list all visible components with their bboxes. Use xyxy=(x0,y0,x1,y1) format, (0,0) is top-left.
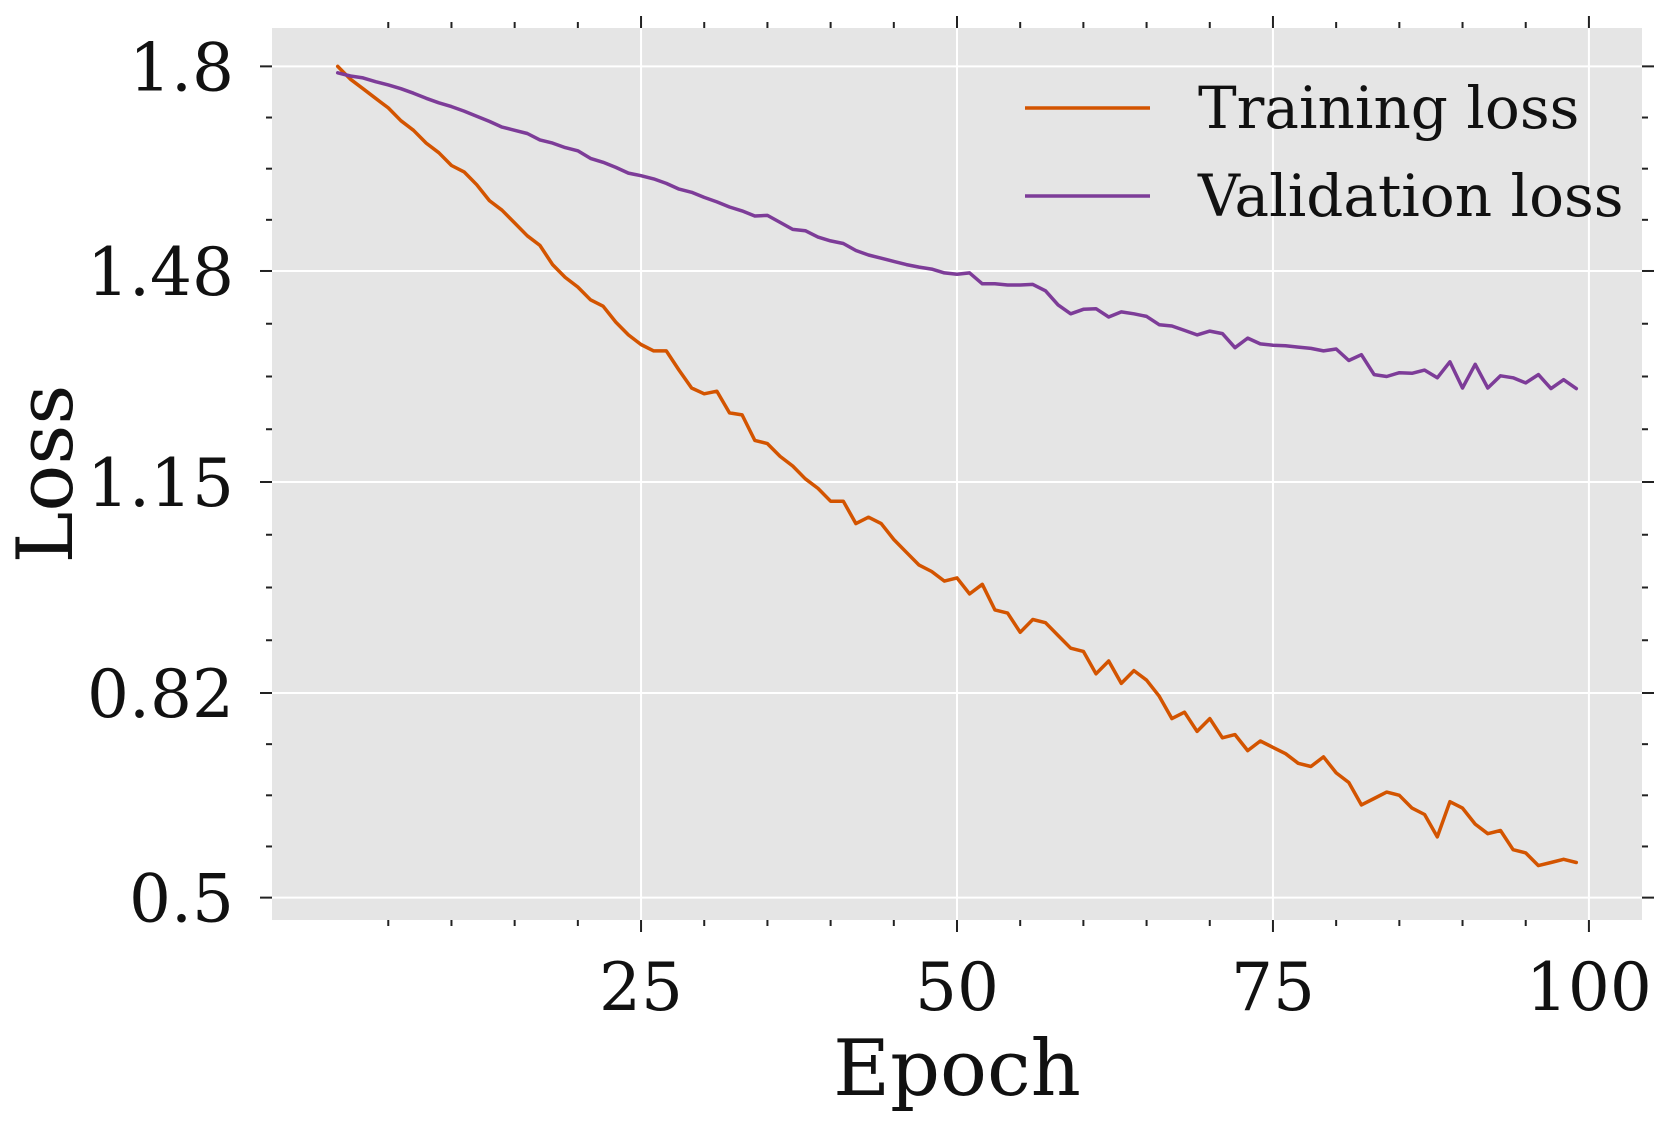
x-tick-label: 25 xyxy=(599,949,683,1026)
y-tick-label: 1.15 xyxy=(87,445,234,522)
legend-label: Training loss xyxy=(1198,74,1579,142)
series-lines xyxy=(335,64,1579,868)
series-line-training-loss xyxy=(335,64,1579,868)
y-tick-label: 1.48 xyxy=(87,234,234,311)
legend: Training loss Validation loss xyxy=(1025,74,1624,230)
x-tick-label: 50 xyxy=(915,949,999,1026)
y-tick-label: 0.5 xyxy=(129,861,234,938)
x-tick-label: 75 xyxy=(1231,949,1315,1026)
legend-label: Validation loss xyxy=(1197,162,1624,230)
tick-labels: 25 50 75 100 0.5 0.82 1.15 1.48 1.8 xyxy=(87,29,1652,1026)
y-tick-label: 1.8 xyxy=(129,29,234,106)
x-axis-label: Epoch xyxy=(833,1024,1081,1114)
x-tick-label: 100 xyxy=(1526,949,1652,1026)
axis-ticks xyxy=(260,16,1654,932)
grid-lines xyxy=(272,28,1642,920)
y-tick-label: 0.82 xyxy=(87,656,234,733)
y-axis-label: Loss xyxy=(1,385,91,564)
series-line-validation-loss xyxy=(335,71,1579,391)
